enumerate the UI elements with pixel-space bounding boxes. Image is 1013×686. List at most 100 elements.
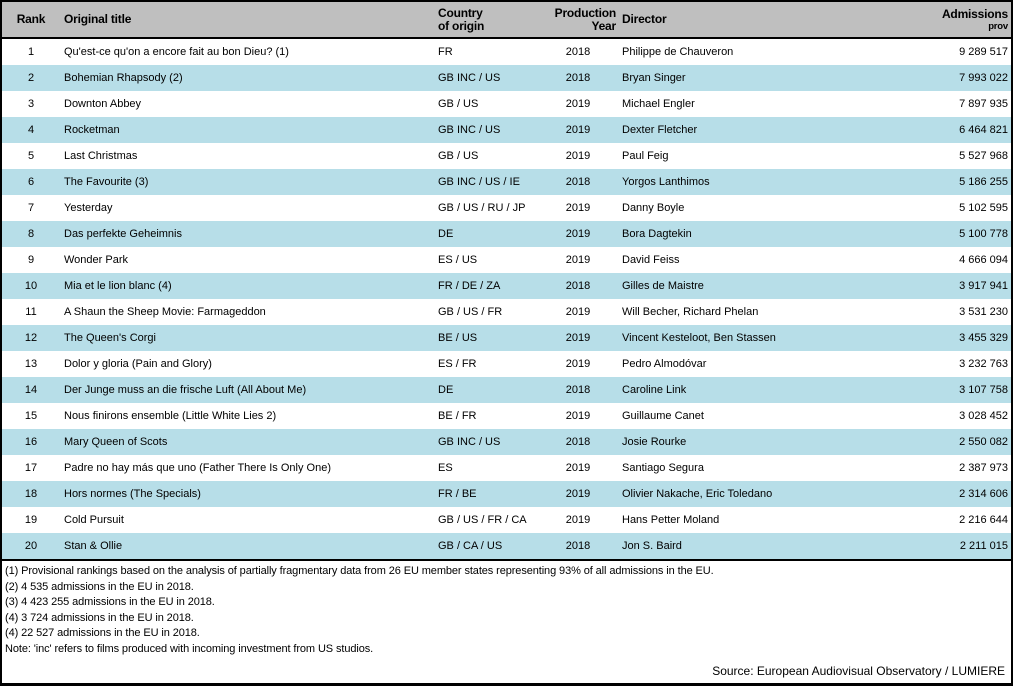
cell-rank: 17 [24,462,38,474]
table-row: 4 Rocketman GB INC / US 2019 Dexter Fletcher… [2,117,1011,143]
cell-year: 2019 [565,306,591,318]
cell-rank: 20 [24,540,38,552]
cell-title: Downton Abbey [64,98,142,110]
column-header-admissions-sublabel: prov [988,20,1008,32]
column-header-original-title-label: Original title [64,12,132,26]
table-row: 16 Mary Queen of Scots GB INC / US 2018 Josi… [2,429,1011,455]
table-row: 17 Padre no hay más que uno (Father There… [2,455,1011,481]
cell-year: 2018 [565,384,591,396]
column-header-rank-label: Rank [16,12,46,26]
cell-year: 2019 [565,228,591,240]
cell-country: GB / US / FR [438,306,503,318]
cell-admissions: 5 186 255 [959,176,1008,188]
cell-country: FR [438,46,453,58]
cell-admissions: 2 387 973 [959,462,1008,474]
cell-title: Stan & Ollie [64,540,123,552]
column-header-country-line2: of origin [438,18,485,33]
table-row: 8 Das perfekte Geheimnis DE 2019 Bora Dagtek… [2,221,1011,247]
column-header-director-label: Director [622,12,667,26]
cell-rank: 2 [27,72,35,84]
table-header-row: Rank Original title Country of origin Pr… [2,2,1011,39]
table-row: 18 Hors normes (The Specials) FR / BE 2019 O… [2,481,1011,507]
footnote-line: (2) 4 535 admissions in the EU in 2018. [5,580,194,593]
cell-year: 2019 [565,98,591,110]
cell-admissions: 5 100 778 [959,228,1008,240]
cell-admissions: 2 314 606 [959,488,1008,500]
cell-title: Der Junge muss an die frische Luft (All … [64,384,307,396]
table-row: 12 The Queen's Corgi BE / US 2019 Vincent Ke… [2,325,1011,351]
cell-year: 2019 [565,488,591,500]
column-header-year-line1: Production [554,5,617,20]
cell-year: 2019 [565,358,591,370]
cell-country: FR / DE / ZA [438,280,501,292]
cell-director: Bora Dagtekin [622,228,692,240]
cell-admissions: 3 455 329 [959,332,1008,344]
cell-director: Jon S. Baird [622,540,682,552]
cell-admissions: 2 211 015 [959,540,1008,552]
cell-director: Will Becher, Richard Phelan [622,306,759,318]
cell-year: 2018 [565,46,591,58]
cell-admissions: 2 216 644 [959,514,1008,526]
cell-director: Hans Petter Moland [622,514,720,526]
cell-title: Nous finirons ensemble (Little White Lie… [64,410,277,422]
column-header-country-line1: Country [438,5,483,20]
cell-rank: 6 [27,176,35,188]
cell-admissions: 3 107 758 [959,384,1008,396]
cell-title: Yesterday [64,202,113,214]
cell-director: Michael Engler [622,98,695,110]
cell-director: Pedro Almodóvar [622,358,707,370]
cell-director: Guillaume Canet [622,410,704,422]
cell-year: 2019 [565,514,591,526]
cell-title: Das perfekte Geheimnis [64,228,182,240]
source-attribution: Source: European Audiovisual Observatory… [712,664,1005,678]
cell-title: Padre no hay más que uno (Father There I… [64,462,331,474]
table-row: 10 Mia et le lion blanc (4) FR / DE / ZA 20… [2,273,1011,299]
footnote-line: (4) 3 724 admissions in the EU in 2018. [5,611,194,624]
cell-director: Josie Rourke [622,436,687,448]
cell-year: 2018 [565,280,591,292]
cell-rank: 15 [24,410,38,422]
cell-country: GB INC / US [438,124,501,136]
table-row: 14 Der Junge muss an die frische Luft (Al… [2,377,1011,403]
cell-director: Philippe de Chauveron [622,46,734,58]
cell-rank: 7 [27,202,35,214]
cell-year: 2019 [565,150,591,162]
cell-rank: 18 [24,488,38,500]
cell-title: Rocketman [64,124,120,136]
cell-admissions: 7 897 935 [959,98,1008,110]
cell-director: Danny Boyle [622,202,685,214]
cell-admissions: 3 232 763 [959,358,1008,370]
table-row: 11 A Shaun the Sheep Movie: Farmageddon GB… [2,299,1011,325]
cell-year: 2019 [565,462,591,474]
cell-country: GB INC / US / IE [438,176,520,188]
cell-title: Last Christmas [64,150,138,162]
cell-director: Vincent Kesteloot, Ben Stassen [622,332,776,344]
cell-country: BE / FR [438,410,477,422]
cell-admissions: 5 102 595 [959,202,1008,214]
column-header-director: Director [618,2,830,37]
cell-admissions: 5 527 968 [959,150,1008,162]
cell-title: Wonder Park [64,254,128,266]
cell-year: 2019 [565,202,591,214]
cell-country: GB INC / US [438,72,501,84]
cell-admissions: 3 917 941 [959,280,1008,292]
cell-director: Yorgos Lanthimos [622,176,710,188]
table-row: 3 Downton Abbey GB / US 2019 Michael Engler 7… [2,91,1011,117]
cell-rank: 14 [24,384,38,396]
cell-title: Dolor y gloria (Pain and Glory) [64,358,212,370]
cell-title: The Favourite (3) [64,176,149,188]
cell-admissions: 9 289 517 [959,46,1008,58]
cell-country: ES [438,462,453,474]
footnote-line: (4) 22 527 admissions in the EU in 2018. [5,627,200,639]
cell-rank: 19 [24,514,38,526]
cell-admissions: 4 666 094 [959,254,1008,266]
cell-year: 2019 [565,254,591,266]
cell-country: ES / FR [438,358,477,370]
table-row: 2 Bohemian Rhapsody (2) GB INC / US 2018 Bry… [2,65,1011,91]
cell-admissions: 3 028 452 [959,410,1008,422]
cell-director: Caroline Link [622,384,687,396]
table-row: 20 Stan & Ollie GB / CA / US 2018 Jon S. Bai… [2,533,1011,559]
cell-country: GB / US / RU / JP [438,202,526,214]
table-row: 1 Qu'est-ce qu'on a encore fait au bon Di… [2,39,1011,65]
column-header-admissions-label: Admissions [941,6,1008,21]
